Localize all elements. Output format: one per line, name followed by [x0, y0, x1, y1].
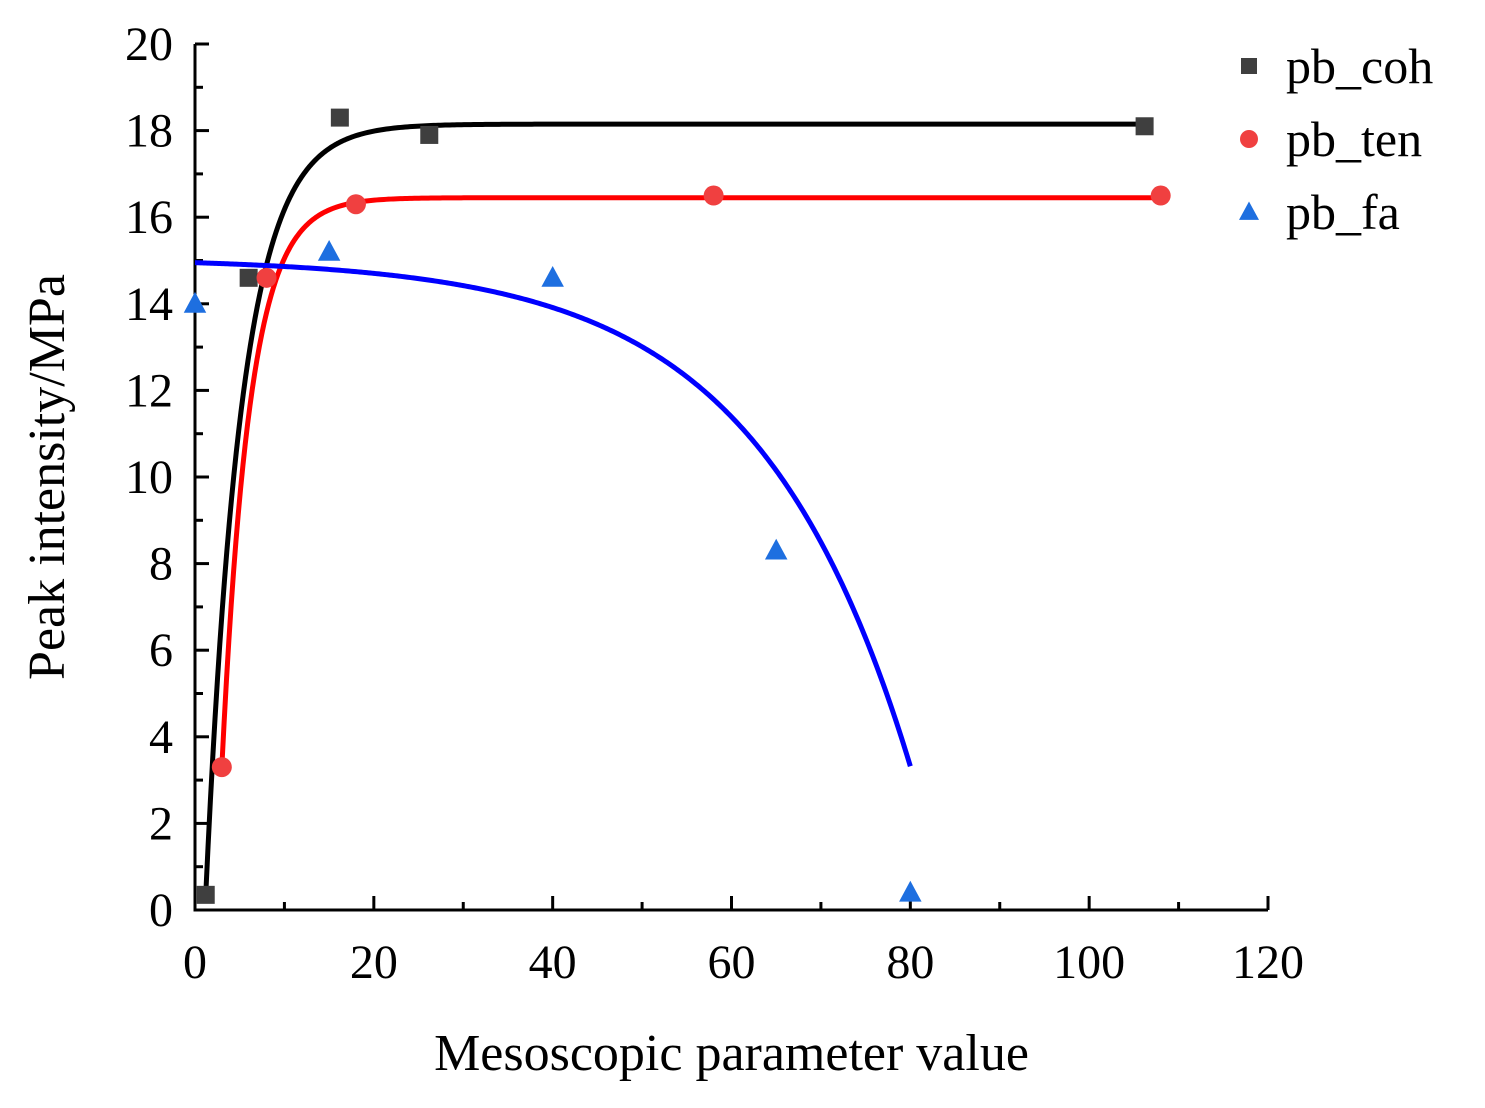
legend-marker-pb-coh [1241, 58, 1257, 74]
fit-curve-pb-fa [194, 260, 913, 767]
y-tick-label: 16 [125, 191, 173, 244]
y-tick-label: 14 [125, 278, 173, 331]
legend: pb_coh pb_ten pb_fa [1239, 38, 1433, 240]
data-point-pb-coh [196, 885, 215, 904]
legend-label-pb-coh: pb_coh [1286, 38, 1433, 94]
legend-label-pb-fa: pb_fa [1286, 184, 1400, 240]
data-point-pb-ten [1150, 185, 1171, 206]
x-tick-label: 20 [350, 936, 398, 989]
data-point-pb-fa [541, 265, 564, 287]
x-tick-label: 40 [529, 936, 577, 989]
y-tick-label: 10 [125, 451, 173, 504]
data-point-pb-coh [330, 108, 349, 127]
y-tick-label: 18 [125, 105, 173, 158]
y-axis-title: Peak intensity/MPa [19, 274, 76, 680]
data-point-pb-ten [703, 185, 724, 206]
data-point-pb-fa [899, 880, 922, 902]
data-point-pb-coh [239, 268, 258, 287]
y-tick-label: 0 [149, 884, 173, 937]
y-tick-label: 12 [125, 364, 173, 417]
x-tick-label: 100 [1053, 936, 1125, 989]
data-point-pb-fa [317, 239, 341, 261]
x-tick-label: 60 [708, 936, 756, 989]
x-tick-label: 80 [886, 936, 934, 989]
y-tick-label: 4 [149, 711, 173, 764]
x-tick-label: 120 [1232, 936, 1304, 989]
y-tick-label: 8 [149, 538, 173, 591]
y-tick-label: 20 [125, 18, 173, 71]
y-tick-label: 6 [149, 624, 173, 677]
legend-marker-pb-fa [1239, 201, 1259, 220]
data-point-pb-ten [345, 194, 366, 215]
axes: 0 20 40 60 80 100 120 0 2 4 6 8 10 12 14 16 18 20 [125, 18, 1304, 989]
y-tick-label: 2 [149, 797, 173, 850]
fit-curve-pb-ten [219, 195, 1161, 768]
data-point-pb-fa [764, 538, 788, 560]
legend-label-pb-ten: pb_ten [1286, 111, 1422, 167]
x-tick-label: 0 [183, 936, 207, 989]
data-point-pb-ten [256, 267, 277, 288]
data-point-pb-ten [211, 757, 232, 778]
x-axis-title: Mesoscopic parameter value [434, 1025, 1029, 1082]
fit-curve-pb-coh [203, 121, 1145, 895]
data-point-pb-coh [1135, 117, 1154, 136]
legend-marker-pb-ten [1240, 130, 1258, 148]
data-markers [183, 108, 1171, 904]
data-point-pb-coh [420, 125, 439, 144]
data-point-pb-fa [183, 291, 207, 313]
fit-curves [194, 121, 1161, 895]
